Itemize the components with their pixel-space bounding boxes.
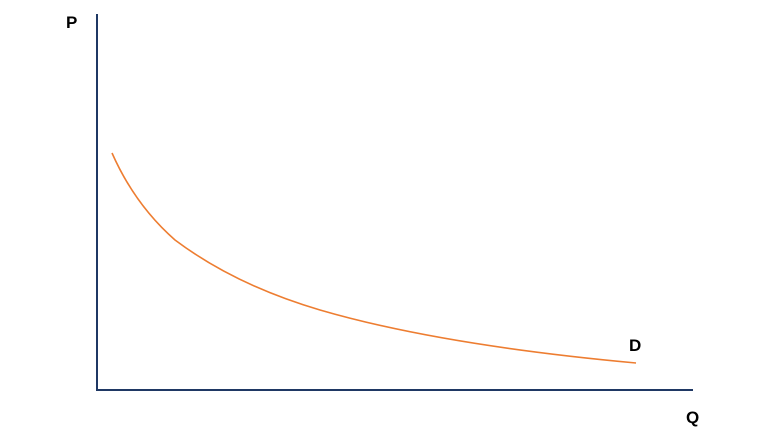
curve-label: D	[629, 336, 641, 355]
x-axis-label: Q	[686, 408, 699, 427]
y-axis-label: P	[66, 13, 77, 32]
demand-curve	[111, 152, 637, 364]
